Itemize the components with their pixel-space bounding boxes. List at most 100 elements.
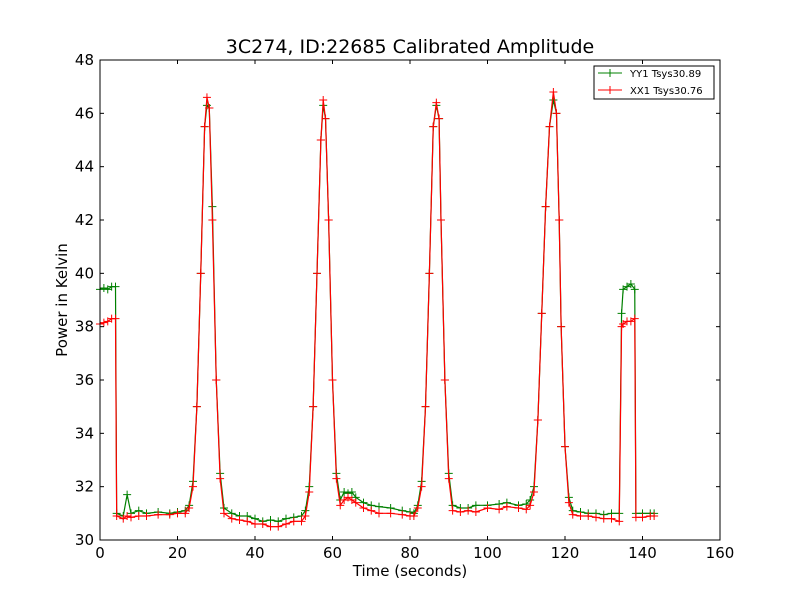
data-point-marker <box>205 104 214 112</box>
data-point-marker <box>421 402 430 411</box>
data-point-marker <box>630 285 639 294</box>
data-point-marker <box>181 509 190 518</box>
data-point-marker <box>522 505 531 514</box>
data-point-marker <box>266 522 275 531</box>
data-point-marker <box>274 522 283 531</box>
x-tick-label: 80 <box>400 544 419 562</box>
data-point-marker <box>111 282 120 291</box>
data-point-marker <box>319 96 328 104</box>
y-tick-label: 36 <box>75 371 94 389</box>
data-point-marker <box>650 512 659 520</box>
data-point-marker <box>185 504 194 512</box>
data-point-marker <box>448 506 457 515</box>
chart-legend: YY1 Tsys30.89 XX1 Tsys30.76 <box>593 65 715 100</box>
legend-label-yy1: YY1 Tsys30.89 <box>629 69 701 80</box>
y-tick-label: 34 <box>75 424 94 442</box>
data-point-marker <box>258 520 267 528</box>
data-point-marker <box>638 513 647 522</box>
data-point-marker <box>502 502 511 511</box>
data-point-marker <box>541 202 550 211</box>
data-point-marker <box>359 504 368 512</box>
data-point-marker <box>440 376 449 384</box>
x-tick-label: 160 <box>706 544 735 562</box>
y-tick-label: 32 <box>75 478 94 496</box>
y-tick-label: 48 <box>75 51 94 69</box>
data-point-marker <box>282 520 290 528</box>
data-point-marker <box>154 510 163 519</box>
y-tick-label: 40 <box>75 264 94 282</box>
data-point-marker <box>367 506 376 515</box>
data-point-marker <box>332 474 341 483</box>
data-point-marker <box>630 314 639 323</box>
data-point-marker <box>435 114 444 123</box>
x-axis-ticks: 0 20 40 60 80 100 120 140 160 <box>95 60 734 562</box>
data-point-marker <box>173 509 182 518</box>
data-point-marker <box>227 514 236 523</box>
y-tick-label: 30 <box>75 531 94 549</box>
data-point-marker <box>220 509 228 518</box>
data-point-marker <box>351 498 360 507</box>
data-point-marker <box>111 314 120 323</box>
data-point-marker <box>413 504 422 512</box>
data-point-marker <box>301 512 310 520</box>
data-point-marker <box>530 488 538 496</box>
data-point-marker <box>615 517 624 526</box>
data-point-marker <box>112 512 121 520</box>
data-point-marker <box>243 517 252 526</box>
x-tick-label: 0 <box>95 544 105 562</box>
data-point-marker <box>514 504 523 512</box>
data-point-marker <box>483 504 492 512</box>
data-point-marker <box>545 122 554 131</box>
x-tick-label: 60 <box>323 544 342 562</box>
data-point-marker <box>321 114 330 123</box>
data-point-marker <box>251 520 259 528</box>
data-point-marker <box>192 402 201 411</box>
data-point-marker <box>200 122 209 131</box>
data-point-marker <box>297 517 306 526</box>
data-point-marker <box>398 510 407 519</box>
data-point-marker <box>165 510 174 519</box>
y-tick-label: 44 <box>75 158 94 176</box>
data-point-marker <box>313 269 321 278</box>
data-point-marker <box>626 280 635 288</box>
data-point-marker <box>584 512 593 520</box>
data-point-marker <box>617 309 626 318</box>
data-point-marker <box>336 501 345 510</box>
data-point-marker <box>417 482 426 491</box>
data-point-marker <box>324 216 333 224</box>
data-point-marker <box>432 98 441 107</box>
legend-label-xx1: XX1 Tsys30.76 <box>630 86 703 97</box>
data-point-marker <box>564 498 573 507</box>
data-point-marker <box>375 509 383 518</box>
y-axis-ticks: 30 32 34 36 38 40 42 44 46 48 <box>75 51 720 549</box>
data-point-marker <box>444 474 453 483</box>
data-point-marker <box>471 508 480 516</box>
data-point-marker <box>607 514 616 523</box>
data-point-marker <box>495 505 504 514</box>
data-point-marker <box>568 510 577 519</box>
data-point-marker <box>456 508 465 516</box>
series-xx1 <box>96 88 659 531</box>
data-point-marker <box>561 442 569 451</box>
data-point-marker <box>99 284 108 292</box>
data-point-marker <box>537 309 546 318</box>
data-point-marker <box>409 512 418 520</box>
legend-marker <box>606 69 614 77</box>
data-point-marker <box>212 376 221 384</box>
data-point-marker <box>340 488 349 496</box>
x-axis-title: Time (seconds) <box>352 562 468 580</box>
data-point-marker <box>309 402 318 411</box>
legend-box <box>593 65 715 100</box>
data-point-marker <box>196 269 205 278</box>
y-tick-label: 42 <box>75 211 94 229</box>
data-point-marker <box>347 488 356 496</box>
data-point-marker <box>127 513 135 522</box>
data-point-marker <box>123 490 132 499</box>
data-point-marker <box>216 474 225 483</box>
series-layer <box>96 88 659 531</box>
data-point-marker <box>429 122 438 131</box>
data-point-marker <box>305 488 314 496</box>
data-point-marker <box>386 509 395 518</box>
data-point-marker <box>592 513 600 522</box>
legend-marker <box>606 86 614 94</box>
